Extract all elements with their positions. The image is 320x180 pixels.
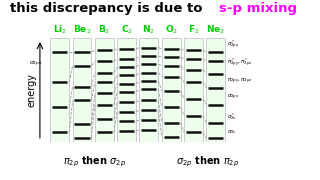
- Text: s-p mixing: s-p mixing: [219, 2, 297, 15]
- Text: $\sigma_{2px}$: $\sigma_{2px}$: [228, 93, 240, 102]
- Bar: [206, 38, 225, 142]
- Text: $\pi_{2py}, \pi_{2pz}$: $\pi_{2py}, \pi_{2pz}$: [228, 77, 253, 86]
- Bar: [162, 38, 180, 142]
- Text: $\sigma^*_{2s}$: $\sigma^*_{2s}$: [228, 111, 237, 122]
- Bar: [140, 38, 158, 142]
- Text: N$_2$: N$_2$: [142, 23, 156, 36]
- Text: Li$_2$: Li$_2$: [52, 23, 67, 36]
- Bar: [184, 38, 203, 142]
- Text: C$_2$: C$_2$: [121, 23, 133, 36]
- Text: this discrepancy is due to: this discrepancy is due to: [10, 2, 207, 15]
- Text: O$_2$: O$_2$: [164, 23, 178, 36]
- Text: Be$_2$: Be$_2$: [73, 23, 91, 36]
- Text: Ne$_2$: Ne$_2$: [206, 23, 225, 36]
- Bar: [117, 38, 136, 142]
- Text: $\sigma_{2p}$ then $\pi_{2p}$: $\sigma_{2p}$ then $\pi_{2p}$: [176, 155, 239, 169]
- Text: $\sigma_{2px}$: $\sigma_{2px}$: [28, 59, 43, 69]
- Bar: [50, 38, 69, 142]
- Text: F$_2$: F$_2$: [188, 23, 199, 36]
- Text: energy: energy: [27, 73, 36, 107]
- Text: $\pi^*_{2py}, \pi^*_{2pz}$: $\pi^*_{2py}, \pi^*_{2pz}$: [228, 57, 253, 69]
- Text: $\pi_{2p}$ then $\sigma_{2p}$: $\pi_{2p}$ then $\sigma_{2p}$: [63, 155, 126, 169]
- Bar: [95, 38, 114, 142]
- Text: $\sigma_{2s}$: $\sigma_{2s}$: [228, 128, 237, 136]
- Text: $\sigma^*_{2px}$: $\sigma^*_{2px}$: [228, 39, 240, 51]
- Bar: [73, 38, 92, 142]
- Text: B$_2$: B$_2$: [98, 23, 110, 36]
